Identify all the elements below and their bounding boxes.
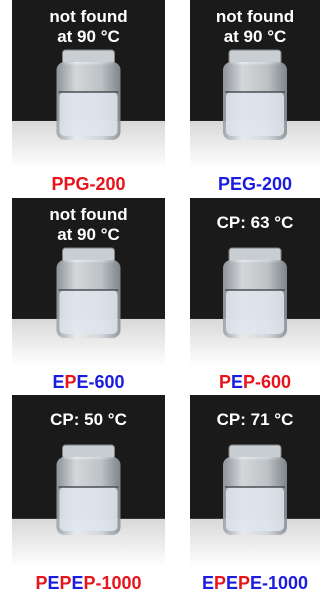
sample-label: PPG-200	[51, 174, 125, 194]
caption: at 90 °C	[57, 27, 120, 46]
panel: CP: 63 °C PEP-600	[190, 198, 320, 392]
jar-liquid	[226, 92, 284, 136]
sample-label: PEPEP-1000	[35, 573, 141, 593]
caption: not found	[216, 7, 294, 26]
label-segment: E	[231, 372, 243, 392]
figure: not foundat 90 °CPPG-200not foundat 90 °…	[0, 0, 330, 597]
caption: CP: 71 °C	[217, 410, 294, 429]
sample-label: EPE-600	[52, 372, 124, 392]
caption: not found	[49, 7, 127, 26]
label-segment: E	[202, 573, 214, 593]
jar-lid	[229, 248, 281, 262]
caption: CP: 50 °C	[50, 410, 127, 429]
jar-lid	[229, 445, 281, 459]
sample-label: PEP-600	[219, 372, 291, 392]
caption: not found	[49, 205, 127, 224]
label-segment: P-1000	[84, 573, 142, 593]
jar-lid	[63, 445, 115, 459]
label-segment: P	[35, 573, 47, 593]
label-segment: PPG-200	[51, 174, 125, 194]
jar-lid	[63, 248, 115, 262]
label-segment: E-1000	[250, 573, 308, 593]
label-segment: P	[59, 573, 71, 593]
label-segment: P-600	[243, 372, 291, 392]
jar-liquid	[60, 92, 118, 136]
sample-label: EPEPE-1000	[202, 573, 308, 593]
jar-liquid	[60, 290, 118, 334]
caption: at 90 °C	[57, 225, 120, 244]
label-segment: E-600	[76, 372, 124, 392]
jar-lid	[63, 50, 115, 64]
label-segment: P	[238, 573, 250, 593]
label-segment: E	[47, 573, 59, 593]
label-segment: PEG-200	[218, 174, 292, 194]
jar-lid	[229, 50, 281, 64]
label-segment: E	[52, 372, 64, 392]
sample-label: PEG-200	[218, 174, 292, 194]
caption: at 90 °C	[224, 27, 287, 46]
label-segment: P	[64, 372, 76, 392]
label-segment: P	[219, 372, 231, 392]
label-segment: E	[71, 573, 83, 593]
label-segment: P	[214, 573, 226, 593]
label-segment: E	[226, 573, 238, 593]
jar-liquid	[60, 487, 118, 531]
jar-liquid	[226, 487, 284, 531]
jar-liquid	[226, 290, 284, 334]
caption: CP: 63 °C	[217, 213, 294, 232]
page: not foundat 90 °CPPG-200not foundat 90 °…	[0, 0, 330, 597]
